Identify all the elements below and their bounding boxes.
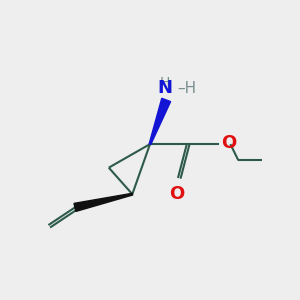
Text: N: N bbox=[157, 79, 172, 97]
Text: –H: –H bbox=[177, 81, 196, 96]
Text: O: O bbox=[169, 185, 184, 203]
Text: O: O bbox=[221, 134, 236, 152]
Text: H: H bbox=[160, 76, 170, 90]
Polygon shape bbox=[74, 193, 133, 212]
Polygon shape bbox=[149, 98, 171, 144]
